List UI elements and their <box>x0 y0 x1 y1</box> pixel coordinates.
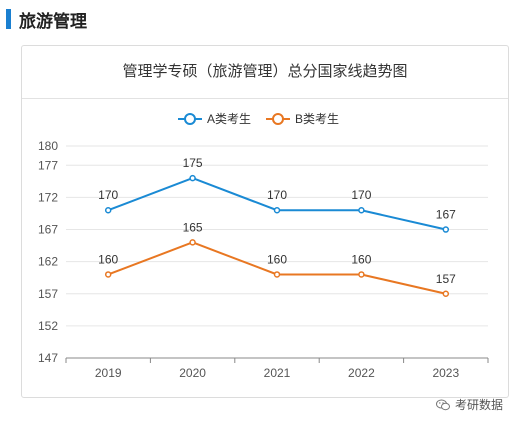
data-point[interactable] <box>358 271 365 278</box>
x-tick-label: 2021 <box>264 366 291 380</box>
data-point[interactable] <box>442 226 450 233</box>
chart-title: 管理学专硕（旅游管理）总分国家线趋势图 <box>22 46 508 99</box>
y-tick-label: 172 <box>38 190 58 204</box>
legend-item-a[interactable]: A类考生 <box>178 112 251 126</box>
series-line <box>107 177 447 231</box>
x-tick-label: 2020 <box>179 366 206 380</box>
watermark-text: 考研数据 <box>454 398 503 412</box>
series-a: 170 175 170 170 167 <box>98 156 456 233</box>
series-line <box>107 241 447 295</box>
data-point[interactable] <box>104 206 112 214</box>
section-header: 旅游管理 <box>6 8 87 31</box>
data-label: 175 <box>183 156 203 170</box>
data-label: 170 <box>98 188 118 202</box>
legend-label: A类考生 <box>207 112 251 126</box>
data-label: 160 <box>98 252 118 266</box>
x-tick-label: 2019 <box>95 366 122 380</box>
x-tick-label: 2023 <box>432 366 459 380</box>
data-point[interactable] <box>442 290 450 298</box>
data-point[interactable] <box>273 206 281 214</box>
legend-marker <box>184 113 196 125</box>
data-point[interactable] <box>189 239 196 246</box>
legend-item-b[interactable]: B类考生 <box>266 112 339 126</box>
data-point[interactable] <box>104 271 112 278</box>
data-label: 167 <box>436 208 456 222</box>
wechat-icon <box>435 399 450 410</box>
data-point[interactable] <box>189 174 196 182</box>
legend-label: B类考生 <box>295 112 339 126</box>
chart-card: 管理学专硕（旅游管理）总分国家线趋势图 A类考生 B类考生 147 152 157 16… <box>21 45 509 398</box>
y-tick-label: 177 <box>38 158 58 172</box>
data-label: 157 <box>436 272 456 286</box>
series-b: 160 165 160 160 157 <box>98 220 456 298</box>
data-point[interactable] <box>273 271 281 278</box>
data-label: 165 <box>183 220 203 234</box>
y-tick-label: 162 <box>38 255 58 269</box>
x-axis: 2019 2020 2021 2022 2023 <box>65 357 489 380</box>
data-point[interactable] <box>358 206 365 214</box>
chart-legend[interactable]: A类考生 B类考生 <box>178 112 339 126</box>
y-tick-label: 157 <box>38 287 58 301</box>
section-accent-bar <box>6 9 11 29</box>
data-label: 160 <box>351 252 371 266</box>
section-title: 旅游管理 <box>19 11 87 31</box>
data-label: 170 <box>351 188 371 202</box>
legend-marker <box>272 113 284 125</box>
y-tick-label: 152 <box>38 319 58 333</box>
y-tick-label: 167 <box>38 223 58 237</box>
data-label: 170 <box>267 188 287 202</box>
watermark: 考研数据 <box>435 396 503 413</box>
y-tick-label: 180 <box>38 139 58 153</box>
chart-series: 170 175 170 170 167 160 165 160 160 157 <box>98 156 456 298</box>
y-tick-label: 147 <box>38 351 58 365</box>
y-axis: 147 152 157 162 167 172 177 180 <box>38 139 58 365</box>
x-tick-label: 2022 <box>348 366 375 380</box>
data-label: 160 <box>267 252 287 266</box>
